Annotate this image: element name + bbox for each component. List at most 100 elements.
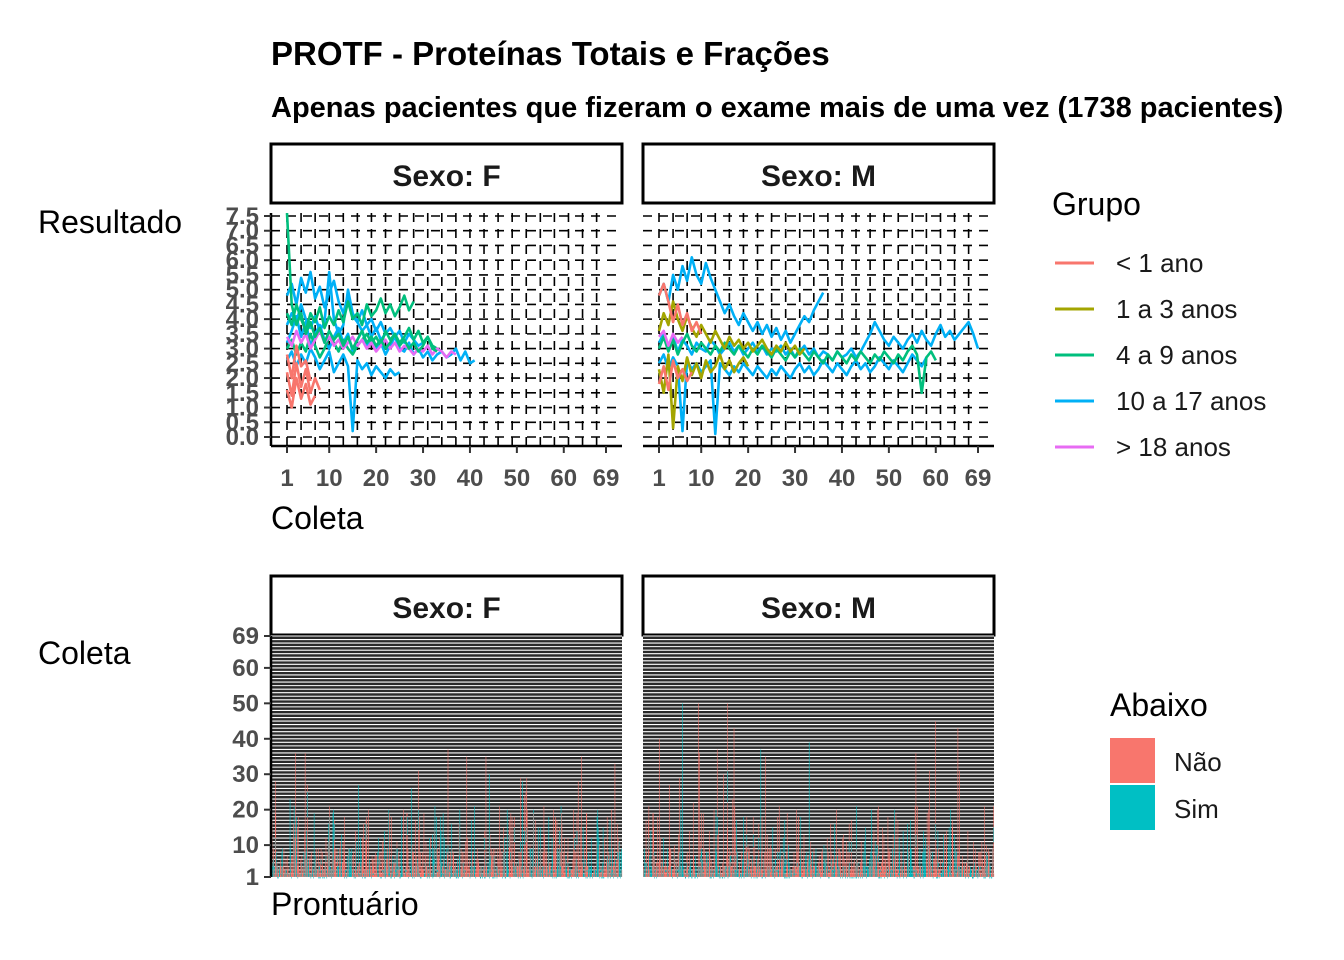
patient-bar (523, 869, 525, 877)
patient-bar (670, 866, 672, 877)
patient-bar-segment (570, 873, 572, 875)
patient-bar (849, 862, 850, 877)
patient-bar (858, 866, 859, 877)
patient-bar (496, 866, 498, 877)
patient-bar (390, 866, 391, 877)
patient-bar (579, 873, 581, 877)
patient-bar (294, 838, 296, 877)
patient-bar (535, 866, 537, 877)
patient-bar-segment (891, 869, 892, 872)
patient-bar (893, 859, 895, 877)
patient-bar-segment (674, 859, 675, 865)
patient-bar (470, 862, 472, 877)
patient-bar (468, 859, 470, 877)
patient-bar (368, 809, 369, 877)
patient-bar-segment (786, 877, 788, 879)
patient-bar (814, 866, 816, 877)
patient-bar (595, 869, 597, 877)
patient-bar (755, 873, 757, 877)
patient-bar (376, 855, 378, 877)
patient-bar (323, 869, 324, 877)
patient-bar (422, 852, 423, 877)
patient-bar (442, 866, 443, 877)
patient-bar (818, 862, 819, 877)
patient-bar (830, 823, 832, 877)
patient-bar (366, 848, 367, 877)
patient-bar (801, 866, 802, 877)
patient-bar (660, 866, 662, 877)
patient-bar (350, 866, 351, 877)
patient-bar (887, 873, 888, 877)
patient-bar (965, 873, 966, 877)
patient-bar (376, 855, 377, 877)
patient-bar (516, 862, 517, 877)
patient-bar (618, 848, 619, 877)
patient-bar (331, 869, 332, 877)
patient-bar (820, 869, 821, 877)
patient-bar (611, 869, 613, 877)
patient-bar-segment (395, 869, 396, 872)
patient-bar (981, 873, 982, 877)
patient-bar (870, 852, 872, 877)
patient-bar (381, 873, 382, 877)
patient-bar (722, 862, 723, 877)
patient-bar-segment (972, 873, 974, 875)
patient-bar (644, 873, 646, 877)
patient-bar-segment (758, 838, 760, 850)
patient-bar (906, 866, 907, 877)
patient-bar (788, 873, 790, 877)
patient-bar (401, 866, 403, 877)
patient-bar (604, 873, 605, 877)
patient-bar (838, 866, 840, 877)
patient-bar (781, 869, 783, 877)
patient-bar (340, 866, 342, 877)
x-tick-label: 60 (922, 465, 949, 492)
legend-entry-label: > 18 anos (1116, 432, 1231, 462)
patient-bar (758, 869, 760, 877)
patient-bar (864, 866, 866, 877)
patient-bar (499, 848, 501, 877)
patient-bar (578, 873, 579, 877)
y-tick-label: 0.0 (226, 424, 259, 451)
patient-bar (800, 816, 802, 878)
patient-bar (555, 820, 557, 877)
patient-bar (285, 859, 287, 877)
patient-bar (692, 802, 694, 877)
patient-bar (753, 866, 755, 877)
patient-bar (804, 866, 805, 877)
patient-bar (922, 866, 923, 877)
legend-title-grupo: Grupo (1052, 186, 1141, 222)
patient-bar (979, 873, 981, 877)
patient-bar (605, 866, 606, 877)
patient-bar (884, 869, 885, 877)
patient-bar-segment (656, 866, 658, 870)
patient-bar (375, 866, 377, 877)
patient-bar-segment (810, 859, 812, 865)
patient-bar (617, 823, 618, 877)
patient-bar (860, 866, 862, 877)
patient-bar (542, 866, 543, 877)
patient-bar (504, 848, 505, 877)
patient-bar (946, 873, 948, 877)
patient-bar (404, 873, 405, 877)
patient-bar (888, 866, 890, 877)
patient-bar (553, 809, 554, 877)
patient-bar (873, 866, 874, 877)
patient-bar (450, 866, 452, 877)
patient-bar-segment (556, 877, 557, 879)
patient-bar (522, 873, 523, 877)
patient-bar (740, 873, 742, 877)
patient-bar (869, 866, 871, 877)
patient-bar (284, 869, 286, 877)
patient-bar-segment (938, 862, 939, 868)
patient-bar (862, 873, 863, 877)
patient-bar (476, 866, 477, 877)
patient-bar (855, 866, 856, 877)
patient-bar (373, 859, 374, 877)
patient-bar (525, 791, 527, 877)
patient-bar (815, 862, 816, 877)
patient-bar (671, 869, 673, 877)
patient-bar (652, 866, 653, 877)
y-axis-title-top: Resultado (38, 204, 182, 240)
patient-bar (599, 873, 601, 877)
